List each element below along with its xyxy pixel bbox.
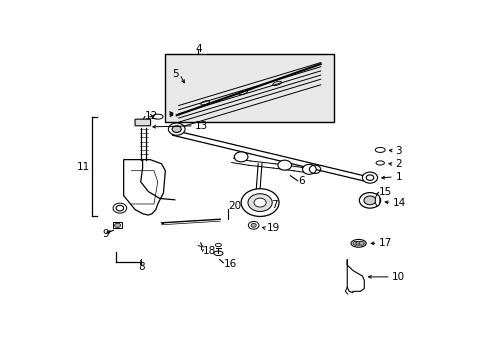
- Text: 8: 8: [138, 262, 145, 272]
- Circle shape: [113, 203, 126, 213]
- Text: 5: 5: [171, 69, 178, 79]
- Text: 17: 17: [378, 238, 391, 248]
- Ellipse shape: [374, 195, 379, 206]
- Text: 3: 3: [395, 146, 401, 156]
- Bar: [165, 54, 333, 122]
- Text: 19: 19: [266, 223, 280, 233]
- Ellipse shape: [350, 239, 366, 247]
- Circle shape: [359, 193, 380, 208]
- Text: 11: 11: [76, 162, 89, 172]
- Circle shape: [234, 152, 247, 162]
- Circle shape: [363, 196, 375, 205]
- Circle shape: [277, 160, 291, 170]
- Text: 2: 2: [395, 159, 401, 169]
- FancyBboxPatch shape: [113, 222, 122, 228]
- Circle shape: [250, 223, 256, 227]
- FancyBboxPatch shape: [135, 119, 150, 126]
- Text: 9: 9: [102, 229, 109, 239]
- Text: 7: 7: [270, 199, 277, 210]
- Circle shape: [362, 172, 377, 183]
- Text: 4: 4: [195, 44, 201, 54]
- Text: 12: 12: [145, 111, 158, 121]
- Text: 13: 13: [195, 121, 208, 131]
- Circle shape: [172, 126, 181, 132]
- Circle shape: [114, 223, 121, 228]
- Circle shape: [358, 242, 364, 245]
- Circle shape: [248, 221, 259, 229]
- Circle shape: [241, 189, 279, 216]
- Text: 15: 15: [378, 187, 391, 197]
- Circle shape: [253, 198, 265, 207]
- Circle shape: [168, 123, 184, 135]
- Circle shape: [355, 242, 361, 245]
- Circle shape: [352, 242, 358, 245]
- Text: 18: 18: [203, 246, 216, 256]
- Text: 16: 16: [223, 260, 236, 269]
- Text: 14: 14: [392, 198, 405, 208]
- Text: 10: 10: [391, 272, 404, 282]
- Circle shape: [247, 194, 272, 211]
- Text: 1: 1: [395, 172, 401, 182]
- Circle shape: [302, 164, 316, 174]
- Text: 6: 6: [298, 176, 305, 186]
- Text: 20: 20: [227, 201, 241, 211]
